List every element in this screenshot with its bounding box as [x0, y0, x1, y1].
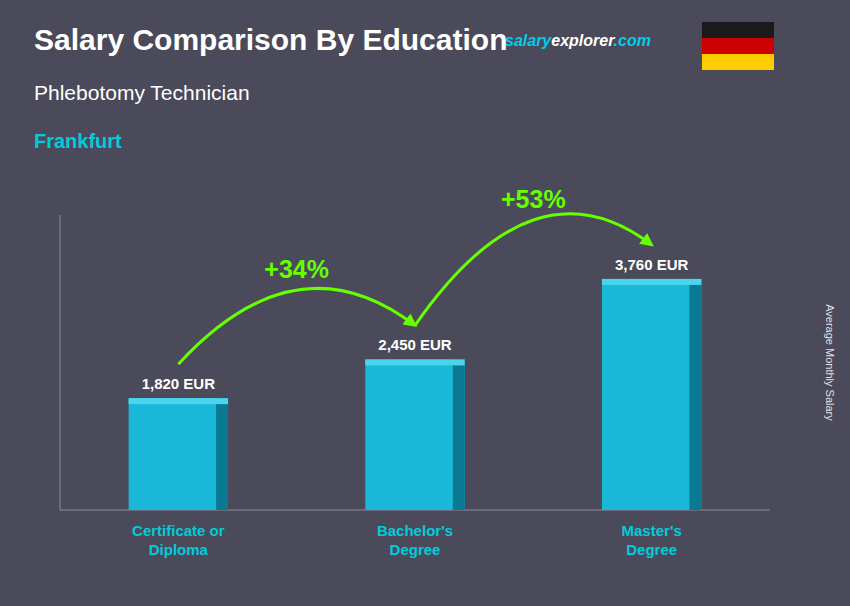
bar-top [365, 359, 464, 365]
y-axis-line [60, 215, 61, 510]
brand: salaryexplorer.com [505, 32, 651, 49]
chart-svg: Salary Comparison By Education Phlebotomy… [0, 0, 850, 606]
flag-stripe [702, 38, 774, 54]
growth-label: +53% [501, 185, 566, 213]
location: Frankfurt [34, 130, 122, 152]
category-label: Certificate orDiploma [132, 522, 225, 558]
flag-stripe [702, 54, 774, 70]
value-label: 1,820 EUR [142, 375, 216, 392]
title: Salary Comparison By Education [34, 23, 507, 56]
bar [365, 359, 464, 510]
bar-side [689, 279, 701, 510]
subtitle: Phlebotomy Technician [34, 81, 250, 104]
bar-side [216, 398, 228, 510]
growth-arrow [415, 214, 652, 326]
y-axis-label: Average Monthly Salary [824, 304, 836, 421]
chart-container: Salary Comparison By Education Phlebotomy… [0, 0, 850, 606]
category-label: Bachelor'sDegree [377, 522, 453, 558]
value-label: 3,760 EUR [615, 256, 689, 273]
growth-label: +34% [264, 255, 329, 283]
bar [129, 398, 228, 510]
background [0, 0, 850, 606]
bar-side [453, 359, 465, 510]
bar-top [602, 279, 701, 285]
category-label: Master'sDegree [622, 522, 682, 558]
growth-arrow [178, 288, 415, 364]
bar-top [129, 398, 228, 404]
bars [129, 279, 702, 510]
flag-stripe [702, 22, 774, 38]
value-label: 2,450 EUR [378, 336, 452, 353]
bar [602, 279, 701, 510]
